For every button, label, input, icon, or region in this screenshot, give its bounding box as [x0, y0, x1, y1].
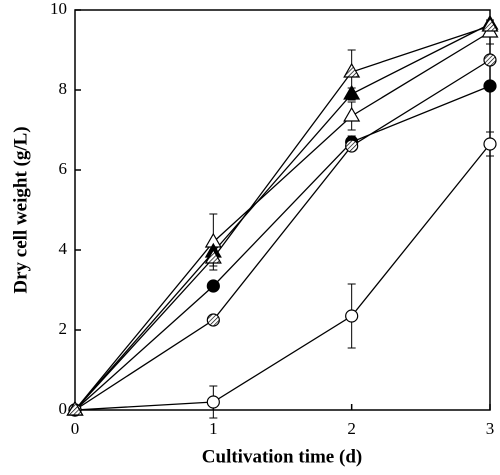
- triangle-marker: [66, 400, 84, 416]
- circle-marker: [345, 309, 359, 323]
- x-tick-label: 0: [71, 419, 80, 438]
- circle-marker: [483, 79, 497, 93]
- series-line: [74, 31, 491, 411]
- triangle-marker: [204, 248, 222, 264]
- series-line: [74, 143, 491, 411]
- triangle-marker: [343, 62, 361, 78]
- series-line: [74, 25, 491, 411]
- x-tick-label: 1: [209, 419, 218, 438]
- circle-marker: [206, 313, 220, 327]
- circle-marker: [483, 137, 497, 151]
- triangle-marker: [343, 84, 361, 100]
- circle-marker: [483, 53, 497, 67]
- y-tick-label: 8: [59, 79, 68, 98]
- y-tick-label: 0: [59, 399, 68, 418]
- y-tick-label: 4: [59, 239, 68, 258]
- triangle-marker: [343, 106, 361, 122]
- y-tick-label: 10: [50, 0, 67, 18]
- x-tick-label: 2: [347, 419, 356, 438]
- circle-marker: [206, 279, 220, 293]
- series-line: [74, 59, 491, 411]
- plot-frame: [74, 9, 491, 411]
- y-axis-title: Dry cell weight (g/L): [10, 126, 31, 293]
- y-tick-label: 6: [59, 159, 68, 178]
- x-axis-title: Cultivation time (d): [202, 446, 362, 467]
- series-line: [74, 85, 491, 411]
- circle-marker: [206, 395, 220, 409]
- y-tick-label: 2: [59, 319, 68, 338]
- series-line: [74, 23, 491, 411]
- circle-marker: [345, 139, 359, 153]
- x-tick-label: 3: [486, 419, 495, 438]
- triangle-marker: [481, 16, 499, 32]
